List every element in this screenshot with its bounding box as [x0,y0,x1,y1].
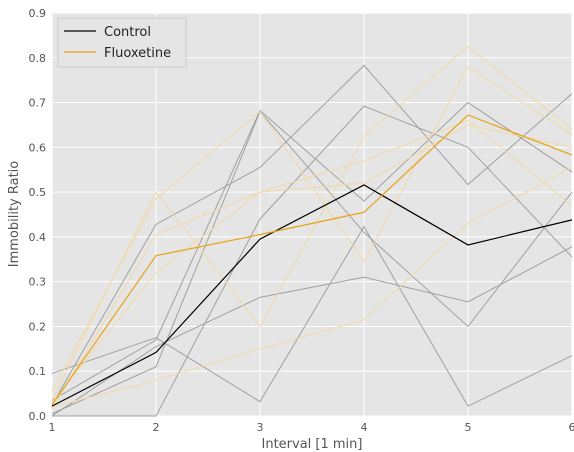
y-tick-label: 0.7 [29,97,47,110]
individual-fluoxetine-line [51,66,573,392]
legend: Control Fluoxetine [57,17,187,68]
x-axis-label: Interval [1 min] [262,437,363,452]
x-tick-label: 1 [49,421,56,434]
individual-fluoxetine-line [51,119,573,403]
x-tick-labels: 1 2 3 4 5 6 [49,421,574,434]
x-tick-label: 6 [569,421,574,434]
individual-fluoxetine-line [51,124,573,410]
y-tick-labels: 0.0 0.1 0.2 0.3 0.4 0.5 0.6 0.7 0.8 0.9 [29,7,47,423]
individual-control-line [51,225,573,407]
individual-fluoxetine-line [51,45,573,401]
y-tick-label: 0.2 [29,320,47,333]
x-tick-label: 4 [361,421,368,434]
individual-control-line [51,110,573,415]
individual-lines [51,45,573,417]
x-tick-label: 3 [257,421,264,434]
x-tick-label: 2 [153,421,160,434]
individual-fluoxetine-line [51,167,573,408]
y-tick-label: 0.4 [29,231,47,244]
y-tick-label: 0.0 [29,410,47,423]
mean-lines [51,114,573,407]
y-tick-label: 0.1 [29,365,47,378]
grid [51,12,573,417]
control-mean-line [51,184,573,407]
y-tick-label: 0.8 [29,52,47,65]
y-tick-label: 0.3 [29,276,47,289]
y-axis-label: Immobility Ratio [7,161,22,268]
individual-control-line [51,101,573,401]
legend-control-label: Control [104,25,151,40]
legend-fluoxetine-label: Fluoxetine [104,46,171,61]
fluoxetine-mean-line [51,114,573,406]
legend-box [57,17,187,68]
individual-control-line [52,105,573,417]
y-tick-label: 0.6 [29,141,47,154]
y-tick-label: 0.9 [29,7,47,20]
individual-control-line [51,246,573,417]
individual-control-line [51,64,573,406]
y-tick-label: 0.5 [29,186,47,199]
x-tick-label: 5 [465,421,472,434]
